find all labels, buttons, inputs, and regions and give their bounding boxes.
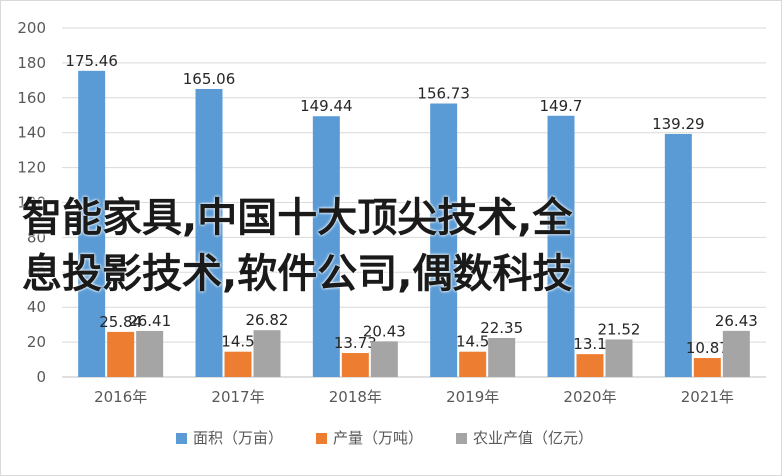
y-tick-label: 200	[17, 19, 46, 37]
bar	[136, 330, 164, 377]
y-tick-label: 0	[36, 368, 46, 386]
bar	[312, 116, 340, 377]
data-label: 26.43	[715, 312, 758, 330]
bar	[488, 337, 516, 377]
y-tick-label: 80	[27, 228, 46, 246]
y-tick-label: 40	[27, 298, 46, 316]
data-label: 25.84	[99, 313, 142, 331]
legend-label: 产量（万吨）	[333, 429, 423, 447]
data-label: 20.43	[363, 322, 406, 340]
x-tick-label: 2018年	[329, 388, 382, 406]
data-label: 13.1	[573, 335, 606, 353]
bar	[605, 339, 633, 377]
bar	[78, 70, 106, 377]
data-label: 175.46	[65, 52, 118, 70]
y-tick-label: 60	[27, 263, 46, 281]
data-label: 165.06	[183, 70, 236, 88]
data-label: 13.73	[334, 334, 377, 352]
bar	[341, 353, 369, 377]
data-label: 10.87	[686, 339, 729, 357]
x-tick-label: 2021年	[681, 388, 734, 406]
y-tick-label: 100	[17, 194, 46, 212]
legend-label: 面积（万亩）	[193, 429, 283, 447]
legend-label: 农业产值（亿元）	[473, 429, 593, 447]
data-label: 149.7	[540, 97, 583, 115]
bar	[722, 330, 750, 377]
data-label: 22.35	[480, 319, 523, 337]
y-tick-label: 160	[17, 89, 46, 107]
bar	[370, 341, 398, 377]
data-label: 14.5	[221, 333, 254, 351]
legend-swatch	[176, 433, 187, 444]
bar	[430, 103, 458, 377]
bar	[253, 330, 281, 377]
legend-swatch	[316, 433, 327, 444]
y-tick-label: 120	[17, 159, 46, 177]
y-tick-label: 180	[17, 54, 46, 72]
legend-swatch	[456, 433, 467, 444]
data-label: 26.41	[128, 312, 171, 330]
x-tick-label: 2019年	[446, 388, 499, 406]
bar	[459, 351, 487, 377]
y-tick-label: 20	[27, 333, 46, 351]
bar	[107, 331, 135, 377]
x-tick-label: 2020年	[563, 388, 616, 406]
data-label: 21.52	[598, 320, 641, 338]
x-tick-label: 2017年	[211, 388, 264, 406]
data-label: 14.5	[456, 333, 489, 351]
data-label: 156.73	[417, 85, 470, 103]
bar	[547, 115, 575, 377]
data-label: 139.29	[652, 115, 705, 133]
x-tick-label: 2016年	[94, 388, 147, 406]
y-tick-label: 140	[17, 124, 46, 142]
data-label: 149.44	[300, 97, 353, 115]
bar	[224, 351, 252, 377]
bar	[664, 133, 692, 377]
data-label: 26.82	[246, 311, 289, 329]
bar	[576, 354, 604, 377]
bar	[195, 88, 223, 377]
bar	[693, 358, 721, 377]
